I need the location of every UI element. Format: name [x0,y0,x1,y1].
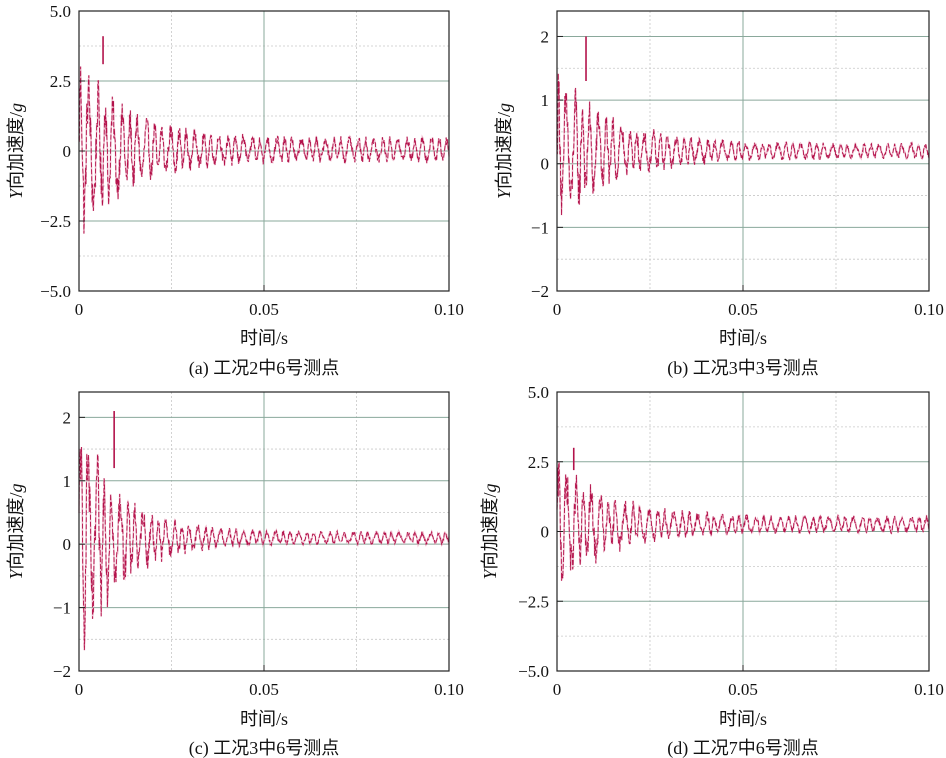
y-axis-label-unit: g [494,103,514,112]
y-tick-label: 0 [63,535,72,554]
x-tick-label: 0.10 [914,300,944,319]
subplot-caption: (b) 工况3中3号测点 [667,358,819,379]
subplot-caption: (d) 工况7中6号测点 [667,738,819,758]
x-tick-label: 0 [75,300,84,319]
y-axis-label-var: Y [480,568,500,580]
y-tick-label: 0 [541,155,550,174]
x-axis-label: 时间/s [240,709,288,729]
y-axis-label-var: Y [494,187,514,199]
x-axis-label: 时间/s [719,328,767,348]
y-tick-label: −2 [53,662,71,681]
x-axis-label: 时间/s [240,328,288,348]
x-tick-label: 0 [553,680,562,699]
x-tick-label: 0 [553,300,562,319]
y-tick-label: −2 [531,282,549,301]
y-tick-label: 2.5 [50,72,71,91]
y-axis-label-text: 向加速度/ [6,492,26,569]
y-tick-label: −2.5 [518,592,549,611]
y-tick-label: 1 [63,472,72,491]
subplot-caption: (a) 工况2中6号测点 [189,358,339,379]
y-tick-label: −5.0 [40,282,71,301]
y-axis-label-text: 向加速度/ [480,492,500,569]
x-tick-label: 0.10 [434,680,464,699]
y-tick-label: 1 [541,91,550,110]
y-axis-label-var: Y [6,568,26,580]
y-tick-label: 0 [63,142,72,161]
y-tick-label: −1 [53,599,71,618]
y-axis-label: Y向加速度/g [6,483,26,579]
x-tick-label: 0.05 [728,300,758,319]
series-line [556,462,930,581]
x-tick-label: 0 [75,680,84,699]
y-axis-label-unit: g [480,483,500,492]
x-tick-label: 0.05 [249,300,279,319]
y-tick-label: 5.0 [528,383,549,402]
y-tick-label: 5.0 [50,2,71,21]
subplot-caption: (c) 工况3中6号测点 [189,738,339,758]
y-tick-label: 2 [63,408,72,427]
y-tick-label: 2.5 [528,453,549,472]
y-tick-label: −1 [531,218,549,237]
y-tick-label: 0 [541,523,550,542]
y-axis-label-text: 向加速度/ [494,112,514,189]
y-axis-label-unit: g [6,103,26,112]
x-tick-label: 0.05 [728,680,758,699]
y-axis-label-unit: g [6,483,26,492]
x-axis-label: 时间/s [719,709,767,729]
y-axis-label: Y向加速度/g [480,483,500,579]
y-axis-label-text: 向加速度/ [6,112,26,189]
x-tick-label: 0.05 [249,680,279,699]
x-tick-label: 0.10 [914,680,944,699]
x-tick-label: 0.10 [434,300,464,319]
y-axis-label: Y向加速度/g [6,103,26,199]
y-tick-label: −5.0 [518,662,549,681]
series-line [78,447,450,651]
y-tick-label: 2 [541,27,550,46]
y-tick-label: −2.5 [40,212,71,231]
series-line [556,73,930,216]
y-axis-label-var: Y [6,187,26,199]
series-line [78,66,450,234]
y-axis-label: Y向加速度/g [494,103,514,199]
